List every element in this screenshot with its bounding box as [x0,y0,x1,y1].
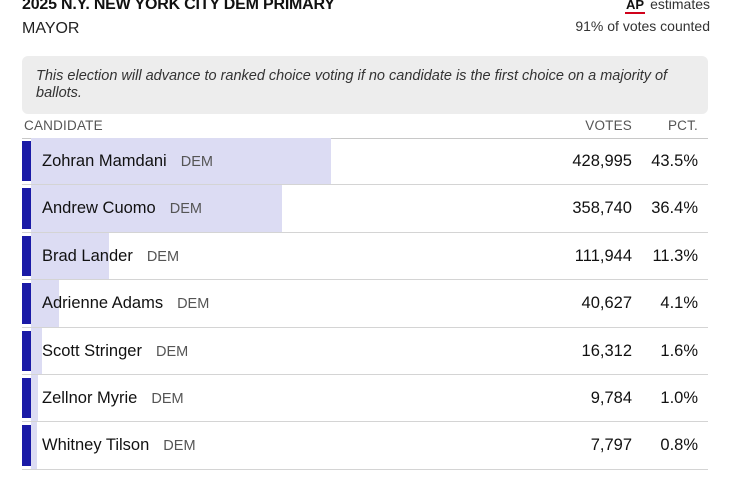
candidate-name: Adrienne Adams [42,294,164,313]
vote-share-bar [31,185,283,232]
candidate-pct: 0.8% [660,436,698,455]
ranked-choice-note: This election will advance to ranked cho… [22,56,708,114]
party-color-marker [22,330,31,371]
party-color-marker [22,377,31,419]
candidate-votes: 428,995 [572,152,632,170]
vote-share-bar [31,374,38,422]
candidate-party: DEM [155,343,189,360]
candidate-votes: 9,784 [590,388,632,407]
candidate-pct: 43.5% [651,152,698,170]
candidate-party: DEM [163,438,196,455]
candidate-party: DEM [146,248,180,265]
ap-estimates: AP estimates [625,0,710,14]
candidate-row: Zellnor Myrie DEM 9,784 1.0% [22,374,708,423]
party-color-marker [22,425,31,466]
candidate-name-cell: Zohran Mamdani DEM [42,152,213,171]
candidate-party: DEM [177,296,210,313]
column-header-candidate: CANDIDATE [24,118,103,133]
candidate-pct: 4.1% [660,294,698,313]
candidate-name: Zellnor Myrie [42,388,138,407]
candidate-row: Scott Stringer DEM 16,312 1.6% [22,327,708,375]
candidate-row: Zohran Mamdani DEM 428,995 43.5% [22,138,708,186]
header-divider [22,138,708,139]
vote-share-bar [31,280,60,327]
party-color-marker [22,283,31,324]
candidate-row: Adrienne Adams DEM 40,627 4.1% [22,280,708,328]
vote-share-bar [31,327,43,374]
candidate-pct: 1.0% [660,388,698,407]
party-color-marker [22,141,31,182]
candidate-party: DEM [180,154,213,170]
vote-share-bar [31,138,331,185]
candidate-name: Scott Stringer [42,341,142,360]
candidate-name-cell: Brad Lander DEM [42,247,179,266]
candidate-votes: 40,627 [581,294,632,313]
party-color-marker [22,188,31,229]
candidate-name-cell: Scott Stringer DEM [42,342,188,361]
candidate-votes: 7,797 [590,436,632,455]
candidate-name: Brad Lander [42,246,133,265]
candidate-pct: 11.3% [652,246,698,265]
candidate-party: DEM [151,390,184,407]
party-color-marker [22,235,31,277]
vote-share-bar [31,232,109,280]
race-office: MAYOR [22,20,80,37]
candidate-name: Whitney Tilson [42,436,150,455]
estimates-label: estimates [650,0,710,12]
candidate-name: Andrew Cuomo [42,199,156,218]
candidate-name-cell: Adrienne Adams DEM [42,294,209,313]
candidate-party: DEM [169,201,202,218]
candidate-votes: 16,312 [581,341,632,360]
votes-counted-label: 91% of votes counted [575,18,710,34]
vote-share-bar [31,422,37,469]
candidate-row: Andrew Cuomo DEM 358,740 36.4% [22,185,708,233]
race-header: 2025 N.Y. NEW YORK CITY DEM PRIMARY MAYO… [22,0,712,40]
race-title: 2025 N.Y. NEW YORK CITY DEM PRIMARY [22,0,335,13]
candidate-pct: 36.4% [651,199,698,218]
candidate-name: Zohran Mamdani [42,152,167,170]
candidate-row: Brad Lander DEM 111,944 11.3% [22,232,708,281]
ap-logo-icon: AP [625,0,646,14]
candidate-name-cell: Andrew Cuomo DEM [42,199,202,218]
candidate-row: Whitney Tilson DEM 7,797 0.8% [22,422,708,470]
candidate-votes: 358,740 [572,199,632,218]
candidate-name-cell: Zellnor Myrie DEM [42,389,184,408]
column-header-votes: VOTES [585,118,632,133]
candidate-pct: 1.6% [660,341,698,360]
candidate-votes: 111,944 [574,246,632,265]
candidate-name-cell: Whitney Tilson DEM [42,436,196,455]
column-header-pct: PCT. [667,118,698,133]
results-table: Zohran Mamdani DEM 428,995 43.5% Andrew Cuom… [22,138,708,470]
